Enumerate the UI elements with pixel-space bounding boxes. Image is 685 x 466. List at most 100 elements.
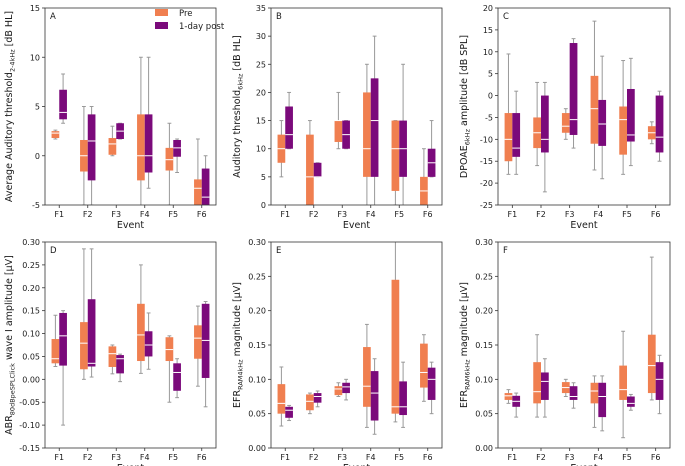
y-label-subscript: RAM4kHz (237, 359, 245, 390)
axes-frame (44, 7, 217, 206)
y-tick-label: 0.20 (248, 307, 266, 316)
pre-box (363, 347, 371, 407)
x-tick-label: F6 (423, 453, 433, 462)
post-box (144, 331, 153, 357)
post-box (285, 106, 293, 149)
x-tick-label: F5 (394, 210, 404, 219)
y-tick-label: 0.30 (248, 238, 266, 247)
post-box (87, 114, 96, 181)
y-tick-label: 5 (35, 103, 40, 112)
y-tick-label: 20 (256, 88, 266, 97)
post-box (655, 95, 664, 153)
y-tick-label: 35 (256, 4, 266, 13)
post-box (201, 168, 210, 205)
y-label-main: Average Auditory threshold (4, 72, 15, 202)
y-tick-label: -25 (480, 201, 493, 210)
panel-letter: B (276, 12, 282, 22)
x-tick-label: F5 (168, 210, 178, 219)
x-tick-label: F2 (536, 453, 546, 462)
y-tick-label: 0.30 (475, 238, 493, 247)
axes-frame (270, 241, 443, 449)
post-box (627, 88, 635, 142)
y-axis-label: ABR80dBpeSPLClick wave I amplitude [µV] (4, 255, 17, 435)
post-box (59, 89, 67, 120)
panel-letter: F (503, 246, 508, 256)
y-label-main: EFR (232, 390, 243, 408)
y-tick-label: -0.05 (19, 398, 40, 407)
panel-f: 0.00 0.05 0.10 0.15 0.20 0.25 0.30 F1 F2 F3 F4 F5 F6… (459, 238, 671, 466)
x-tick-label: F1 (54, 210, 64, 219)
pre-box (306, 134, 314, 205)
y-tick-label: -0.10 (19, 421, 40, 430)
pre-box (504, 393, 513, 400)
y-tick-label: 0.15 (475, 341, 493, 350)
post-box (427, 367, 436, 400)
x-tick-label: F2 (309, 453, 319, 462)
y-label-subscript: 6kHz (464, 128, 472, 145)
y-tick-label: 0.25 (475, 272, 493, 281)
panel-a: -5 0 5 10 15 F1 F2 F3 F4 F5 F6 Event Average Auditor… (4, 4, 217, 231)
x-tick-label: F3 (337, 210, 347, 219)
post-box (59, 312, 67, 366)
post-box (285, 406, 293, 418)
axes-frame (497, 7, 671, 206)
post-box (541, 95, 549, 153)
x-axis-label: Event (117, 463, 144, 466)
y-label-main: EFR (459, 390, 470, 408)
pre-box (619, 106, 627, 155)
x-tick-label: F2 (309, 210, 319, 219)
y-tick-label: 0.05 (22, 352, 40, 361)
y-tick-label: 5 (261, 173, 266, 182)
y-tick-label: 0.05 (475, 410, 493, 419)
panel-letter: E (276, 246, 281, 256)
x-tick-label: F1 (54, 453, 64, 462)
panel-e: 0.00 0.05 0.10 0.15 0.20 0.25 0.30 F1 F2 F3 F4 F5 F6… (232, 238, 443, 466)
panel-b: 0 5 10 15 20 25 30 35 F1 F2 F3 F4 F5 F6 Event Auditory … (232, 4, 443, 231)
x-tick-label: F1 (507, 453, 517, 462)
x-tick-label: F5 (394, 453, 404, 462)
axes-frame (270, 7, 443, 206)
pre-box (590, 75, 599, 144)
legend: Pre 1-day post (155, 9, 225, 32)
y-label-subscript: RAM6kHz (464, 359, 472, 390)
x-tick-label: F4 (140, 453, 150, 462)
pre-box (194, 325, 202, 359)
y-tick-label: 0.00 (475, 444, 493, 453)
plot-area (51, 248, 210, 426)
y-tick-label: 30 (256, 32, 266, 41)
pre-box (108, 346, 117, 367)
x-axis-label: Event (343, 220, 370, 231)
pre-box (137, 303, 145, 362)
pre-box (108, 138, 117, 155)
legend-pre-swatch (155, 9, 168, 16)
y-tick-label: -15 (480, 157, 493, 166)
y-tick-label: 5 (488, 70, 493, 79)
x-tick-label: F2 (536, 210, 546, 219)
y-tick-label: 0.10 (22, 330, 40, 339)
y-tick-label: 0 (488, 92, 493, 101)
post-box (144, 114, 153, 173)
y-tick-label: 15 (30, 4, 40, 13)
x-tick-label: F1 (280, 210, 290, 219)
x-axis-label: Event (117, 220, 144, 231)
y-axis-label: DPOAE6kHz amplitude [dB SPL] (459, 35, 472, 178)
x-tick-label: F3 (111, 453, 121, 462)
plot-area (504, 256, 664, 439)
y-tick-label: 10 (256, 145, 266, 154)
post-box (116, 355, 124, 374)
panel-letter: C (503, 12, 509, 22)
post-box (342, 382, 350, 394)
x-tick-label: F4 (366, 210, 376, 219)
pre-box (561, 113, 570, 133)
y-tick-label: 0.25 (248, 272, 266, 281)
post-box (399, 381, 407, 416)
x-tick-label: F6 (651, 210, 661, 219)
y-tick-label: 0 (261, 201, 266, 210)
x-tick-label: F4 (366, 453, 376, 462)
post-box (512, 113, 521, 157)
y-tick-label: -5 (485, 113, 493, 122)
x-tick-label: F4 (593, 453, 603, 462)
post-box (655, 362, 664, 400)
post-box (541, 372, 549, 400)
